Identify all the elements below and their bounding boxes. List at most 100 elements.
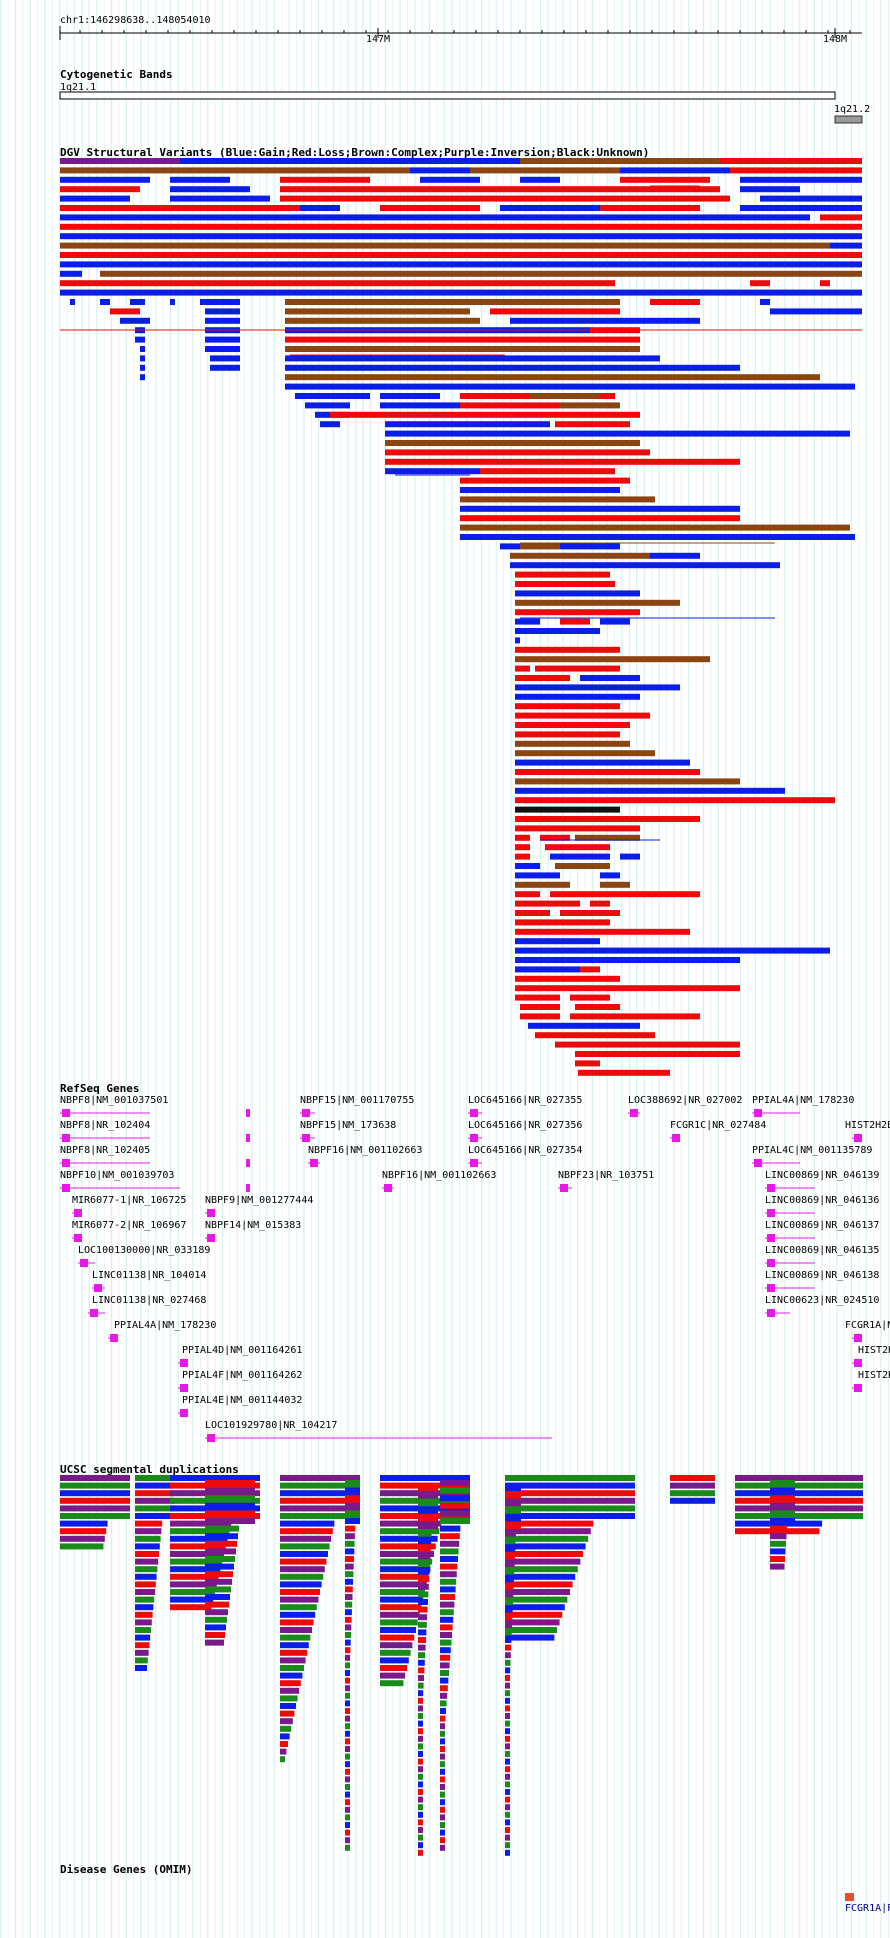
dgv-variant[interactable] — [515, 769, 700, 775]
dgv-variant[interactable] — [620, 853, 640, 860]
segdup-block[interactable] — [380, 1596, 424, 1603]
dgv-variant[interactable] — [60, 158, 180, 164]
segdup-block[interactable] — [60, 1528, 107, 1535]
dgv-variant[interactable] — [515, 844, 530, 851]
segdup-block[interactable] — [135, 1581, 156, 1588]
dgv-variant[interactable] — [60, 270, 82, 277]
segdup-block[interactable] — [345, 1586, 353, 1593]
segdup-block[interactable] — [505, 1492, 521, 1499]
segdup-block[interactable] — [505, 1545, 516, 1552]
segdup-block[interactable] — [205, 1586, 231, 1593]
segdup-block[interactable] — [280, 1482, 360, 1489]
dgv-variant[interactable] — [570, 994, 610, 1001]
segdup-block[interactable] — [135, 1497, 175, 1504]
dgv-variant[interactable] — [515, 731, 620, 738]
segdup-block[interactable] — [380, 1649, 411, 1656]
segdup-block[interactable] — [280, 1733, 290, 1740]
segdup-block[interactable] — [135, 1589, 155, 1595]
segdup-block[interactable] — [170, 1543, 226, 1550]
segdup-block[interactable] — [280, 1748, 287, 1755]
segdup-block[interactable] — [440, 1723, 445, 1730]
dgv-variant[interactable] — [515, 637, 520, 644]
segdup-block[interactable] — [280, 1543, 330, 1550]
segdup-block[interactable] — [380, 1627, 416, 1633]
segdup-block[interactable] — [418, 1705, 423, 1712]
segdup-block[interactable] — [345, 1730, 350, 1737]
segdup-block[interactable] — [505, 1566, 578, 1573]
dgv-variant[interactable] — [110, 308, 140, 315]
segdup-block[interactable] — [440, 1578, 457, 1585]
segdup-block[interactable] — [280, 1710, 295, 1717]
segdup-block[interactable] — [440, 1806, 445, 1813]
gene-label[interactable]: NBPF9|NM_001277444 — [205, 1195, 314, 1206]
segdup-block[interactable] — [505, 1606, 513, 1613]
segdup-block[interactable] — [418, 1568, 430, 1575]
segdup-block[interactable] — [280, 1627, 312, 1633]
dgv-variant[interactable] — [515, 891, 540, 898]
dgv-variant[interactable] — [770, 308, 862, 315]
dgv-variant[interactable] — [580, 966, 600, 973]
gene-exon[interactable] — [74, 1209, 82, 1217]
segdup-block[interactable] — [380, 1589, 425, 1595]
segdup-block[interactable] — [205, 1540, 237, 1547]
gene-exon[interactable] — [80, 1259, 88, 1267]
segdup-block[interactable] — [505, 1530, 516, 1537]
segdup-block[interactable] — [418, 1819, 423, 1826]
segdup-block[interactable] — [280, 1497, 360, 1504]
dgv-variant[interactable] — [555, 421, 600, 428]
dgv-variant[interactable] — [600, 618, 630, 625]
gene-label[interactable]: NBPF16|NM_001102663 — [308, 1145, 423, 1156]
segdup-block[interactable] — [770, 1533, 787, 1540]
dgv-variant[interactable] — [545, 844, 590, 851]
segdup-block[interactable] — [440, 1510, 470, 1517]
segdup-block[interactable] — [505, 1758, 510, 1765]
dgv-variant[interactable] — [515, 581, 615, 587]
dgv-variant[interactable] — [820, 214, 862, 221]
gene-label[interactable]: LINC00869|NR_046138 — [765, 1270, 880, 1281]
segdup-block[interactable] — [60, 1513, 130, 1519]
dgv-variant[interactable] — [720, 158, 862, 164]
gene-exon[interactable] — [754, 1159, 762, 1167]
segdup-block[interactable] — [418, 1667, 425, 1674]
segdup-block[interactable] — [280, 1581, 322, 1588]
segdup-block[interactable] — [735, 1475, 863, 1481]
dgv-variant[interactable] — [330, 411, 360, 418]
segdup-block[interactable] — [205, 1487, 255, 1494]
segdup-block[interactable] — [440, 1548, 459, 1555]
dgv-variant[interactable] — [280, 186, 350, 193]
gene-exon[interactable] — [767, 1309, 775, 1317]
segdup-block[interactable] — [505, 1604, 565, 1611]
dgv-variant[interactable] — [515, 656, 710, 663]
segdup-block[interactable] — [280, 1505, 360, 1512]
segdup-block[interactable] — [60, 1520, 108, 1527]
segdup-block[interactable] — [280, 1520, 335, 1527]
segdup-block[interactable] — [440, 1677, 449, 1684]
segdup-block[interactable] — [770, 1495, 795, 1502]
dgv-variant[interactable] — [470, 167, 620, 174]
segdup-block[interactable] — [418, 1507, 438, 1514]
gene-label[interactable]: LINC01138|NR_104014 — [92, 1270, 207, 1281]
segdup-block[interactable] — [505, 1485, 521, 1491]
segdup-block[interactable] — [418, 1515, 438, 1522]
segdup-block[interactable] — [205, 1510, 255, 1517]
segdup-block[interactable] — [418, 1751, 423, 1757]
segdup-block[interactable] — [418, 1682, 424, 1689]
gene-label[interactable]: LOC101929780|NR_104217 — [205, 1420, 338, 1431]
segdup-block[interactable] — [418, 1485, 438, 1491]
gene-exon[interactable] — [767, 1209, 775, 1217]
gene-label[interactable]: LINC00869|NR_046135 — [765, 1245, 880, 1256]
dgv-variant[interactable] — [515, 994, 560, 1001]
gene-label[interactable]: MIR6077-2|NR_106967 — [72, 1220, 187, 1231]
segdup-block[interactable] — [670, 1482, 715, 1489]
dgv-variant[interactable] — [740, 205, 862, 211]
segdup-block[interactable] — [440, 1662, 450, 1669]
dgv-variant[interactable] — [530, 393, 600, 399]
segdup-block[interactable] — [345, 1761, 350, 1768]
segdup-block[interactable] — [135, 1649, 149, 1656]
segdup-block[interactable] — [380, 1558, 433, 1565]
dgv-variant[interactable] — [515, 825, 640, 832]
gene-label[interactable]: LOC388692|NR_027002 — [628, 1095, 743, 1106]
segdup-block[interactable] — [505, 1573, 576, 1580]
dgv-variant[interactable] — [560, 543, 620, 550]
dgv-variant[interactable] — [515, 900, 580, 907]
